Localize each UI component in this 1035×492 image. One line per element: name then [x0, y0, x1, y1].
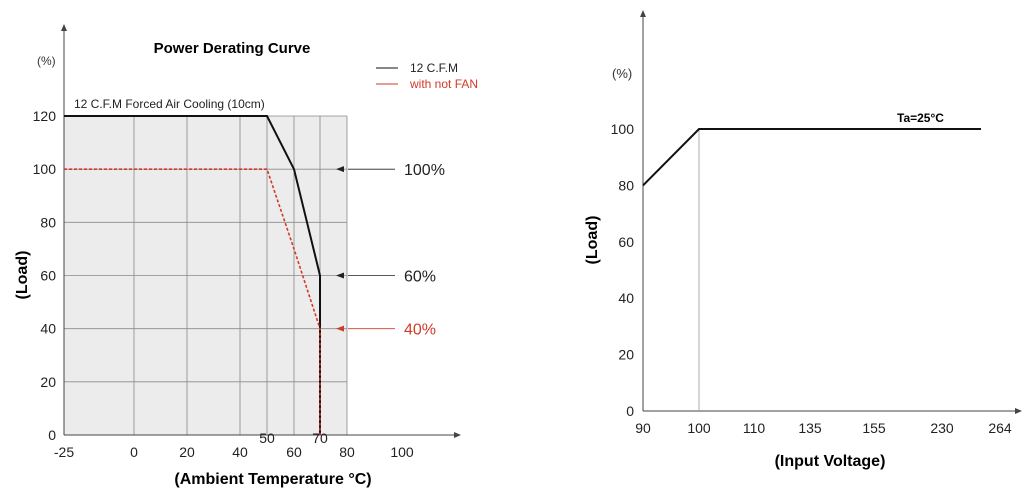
- x-tick-label: 155: [862, 420, 886, 436]
- x-axis-label: (Input Voltage): [775, 453, 886, 470]
- x-tick-label: 60: [286, 444, 302, 460]
- y-tick-label: 80: [40, 214, 56, 230]
- axes: [61, 24, 461, 438]
- legend-label-12cfm: 12 C.F.M: [410, 61, 458, 75]
- x-tick-label: 100: [390, 444, 414, 460]
- y-axis-label: (Load): [584, 216, 601, 265]
- y-tick-label: 100: [611, 121, 635, 137]
- y-tick-label: 20: [618, 347, 634, 363]
- annotation-arrow: [336, 272, 344, 279]
- x-tick-label: 40: [232, 444, 248, 460]
- y-axis-arrow: [640, 10, 646, 17]
- y-axis-label: (Load): [14, 251, 31, 300]
- x-tick-label: 0: [130, 444, 138, 460]
- x-tick-label: 90: [635, 420, 651, 436]
- y-tick-label: 20: [40, 374, 56, 390]
- annotation-label: 60%: [404, 269, 436, 286]
- y-tick-label: 0: [626, 403, 634, 419]
- series-line-load: [642, 128, 981, 187]
- tick-labels: 0 20 40 60 80 100 90 100 110 135 155 230 264: [611, 121, 1012, 436]
- x-tick-label: 110: [743, 420, 766, 436]
- x-tick-label: 70: [312, 430, 328, 446]
- x-tick-label: 100: [687, 420, 711, 436]
- annotation-arrow: [336, 325, 344, 332]
- annotation-arrow: [336, 166, 344, 173]
- y-tick-label: 120: [33, 108, 57, 124]
- x-axis-arrow: [454, 432, 461, 438]
- y-unit-label: (%): [37, 54, 56, 68]
- series-lines: [642, 128, 981, 187]
- x-tick-label: 80: [339, 444, 355, 460]
- y-tick-label: 40: [40, 321, 56, 337]
- x-tick-label: 50: [259, 430, 275, 446]
- x-tick-label: 264: [988, 420, 1012, 436]
- y-unit-label: (%): [612, 66, 632, 81]
- y-tick-label: 60: [618, 234, 634, 250]
- x-axis-arrow: [1015, 408, 1022, 414]
- cooling-note: 12 C.F.M Forced Air Cooling (10cm): [74, 97, 265, 111]
- series-line-no-fan: [64, 168, 321, 435]
- y-tick-label: 60: [40, 268, 56, 284]
- annotation-label: 100%: [404, 162, 445, 179]
- axes: [640, 10, 1022, 414]
- y-tick-label: 100: [33, 161, 57, 177]
- series-lines: [64, 115, 321, 435]
- x-tick-label: -25: [54, 444, 74, 460]
- legend-label-no-fan: with not FAN: [409, 77, 478, 91]
- chart-title: Power Derating Curve: [154, 40, 311, 57]
- x-tick-label: 20: [179, 444, 195, 460]
- annotations: 100% 60% 40%: [336, 162, 445, 339]
- x-axis-label: (Ambient Temperature °C): [174, 471, 371, 488]
- annotation-label: 40%: [404, 322, 436, 339]
- y-axis-arrow: [61, 24, 67, 31]
- input-voltage-chart: 0 20 40 60 80 100 90 100 110 135 155 230 264 (%) (Lo…: [584, 10, 1022, 470]
- y-tick-label: 0: [48, 427, 56, 443]
- y-tick-label: 80: [618, 177, 634, 193]
- series-label: Ta=25°C: [897, 111, 944, 125]
- x-tick-label: 135: [798, 420, 822, 436]
- y-tick-label: 40: [618, 290, 634, 306]
- x-tick-label: 230: [930, 420, 954, 436]
